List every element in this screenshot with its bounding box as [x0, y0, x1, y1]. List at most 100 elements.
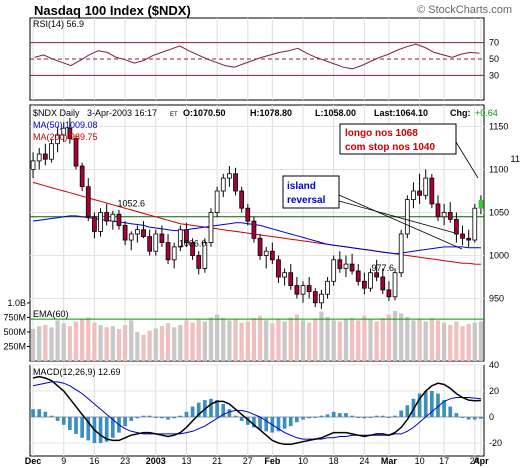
volume-bar: [61, 323, 66, 361]
volume-bar: [460, 326, 465, 361]
macd-histogram-bar: [344, 413, 348, 417]
macd-histogram-bar: [221, 404, 226, 417]
macd-histogram-bar: [264, 417, 269, 432]
candle-body: [36, 153, 42, 162]
macd-histogram-bar: [98, 417, 103, 443]
island-arrow: [338, 194, 463, 250]
candle-body: [337, 259, 343, 269]
macd-histogram-bar: [37, 409, 42, 417]
macd-histogram-bar: [43, 411, 48, 417]
candle-body: [202, 242, 208, 269]
x-tick-label: 16: [89, 456, 99, 466]
candle-body: [208, 212, 214, 244]
macd-histogram-bar: [55, 417, 60, 421]
price-date: 3-Apr-2003 16:17: [87, 108, 157, 118]
macd-histogram-bar: [215, 400, 219, 417]
volume-bar: [417, 319, 422, 361]
volume-bar: [104, 327, 109, 361]
macd-histogram-bar: [49, 415, 54, 417]
candle-body: [220, 177, 226, 192]
volume-bar: [233, 319, 238, 361]
macd-histogram-bar: [448, 406, 453, 417]
volume-bar: [374, 321, 379, 361]
candle-body: [128, 233, 134, 241]
volume-bar: [466, 323, 471, 361]
candle-body: [153, 233, 159, 252]
candle-body: [325, 280, 330, 295]
macd-histogram-bar: [454, 413, 459, 417]
price-tick-label: 1150: [489, 122, 508, 132]
volume-bar: [264, 320, 269, 361]
candle-body: [85, 186, 91, 218]
volume-bar: [184, 320, 189, 361]
longo-annotation-line2: com stop nos 1040: [345, 142, 435, 153]
candle-body: [245, 207, 251, 222]
candle-body: [135, 229, 140, 235]
volume-bar: [153, 328, 158, 361]
volume-bar: [343, 319, 349, 361]
volume-bar: [435, 320, 441, 361]
candle-body: [67, 127, 73, 139]
candle-body: [165, 242, 171, 261]
volume-bar: [392, 311, 398, 361]
candle-body: [386, 289, 392, 298]
macd-histogram-bar: [245, 417, 250, 425]
volume-bar: [300, 320, 306, 361]
macd-tick-label: 20: [489, 386, 499, 396]
macd-histogram-bar: [301, 417, 305, 420]
macd-histogram-bar: [430, 391, 434, 417]
price-last: Last:1064.10: [374, 108, 428, 118]
macd-histogram-bar: [31, 409, 35, 417]
volume-bar: [423, 321, 428, 361]
longo-arrow: [455, 141, 479, 179]
candle-body: [227, 173, 232, 179]
volume-bar: [337, 321, 342, 361]
macd-histogram-bar: [350, 415, 354, 417]
volume-bar: [429, 318, 434, 361]
macd-histogram-bar: [460, 417, 465, 418]
macd-histogram-bar: [80, 417, 84, 438]
volume-bar: [73, 321, 79, 361]
volume-bar: [202, 321, 207, 361]
volume-bar: [349, 318, 355, 361]
macd-tick-label: -20: [489, 438, 502, 448]
candle-body: [73, 138, 79, 167]
macd-histogram-bar: [147, 415, 152, 417]
candle-body: [429, 177, 435, 205]
candle-body: [404, 199, 410, 235]
volume-bar: [245, 321, 250, 361]
candle-body: [42, 153, 48, 160]
macd-histogram-bar: [68, 417, 72, 430]
volume-bar: [441, 322, 447, 361]
price-change-label: Chg:: [450, 108, 471, 118]
macd-histogram-bar: [184, 411, 189, 417]
macd-histogram-bar: [104, 417, 109, 442]
x-tick-label: 24: [470, 456, 480, 466]
credit-text: © StockCharts.com: [417, 4, 512, 16]
candle-body: [214, 190, 220, 213]
macd-histogram-bar: [166, 417, 170, 420]
candle-body: [49, 143, 54, 160]
macd-histogram-bar: [466, 417, 471, 420]
volume-bar: [313, 319, 318, 361]
candle-body: [447, 212, 453, 220]
x-tick-label: 18: [329, 456, 339, 466]
macd-histogram-bar: [276, 417, 281, 432]
candle-body: [460, 233, 465, 239]
macd-histogram-bar: [61, 417, 66, 425]
candle-body: [147, 236, 152, 252]
macd-histogram-bar: [190, 406, 195, 417]
candle-body: [349, 263, 355, 272]
macd-histogram-bar: [129, 417, 134, 421]
macd-histogram-bar: [160, 417, 164, 419]
rsi-tick-label: 70: [489, 38, 499, 48]
volume-bar: [405, 316, 410, 361]
candle-body: [398, 233, 404, 274]
x-tick-label: Dec: [25, 456, 42, 466]
x-tick-label: 10: [415, 456, 425, 466]
macd-histogram-bar: [74, 417, 78, 434]
chart-title: Nasdaq 100 Index ($NDX): [34, 3, 191, 18]
candle-body: [177, 229, 183, 248]
candle-body: [233, 173, 238, 192]
macd-signal-line: [32, 381, 481, 440]
